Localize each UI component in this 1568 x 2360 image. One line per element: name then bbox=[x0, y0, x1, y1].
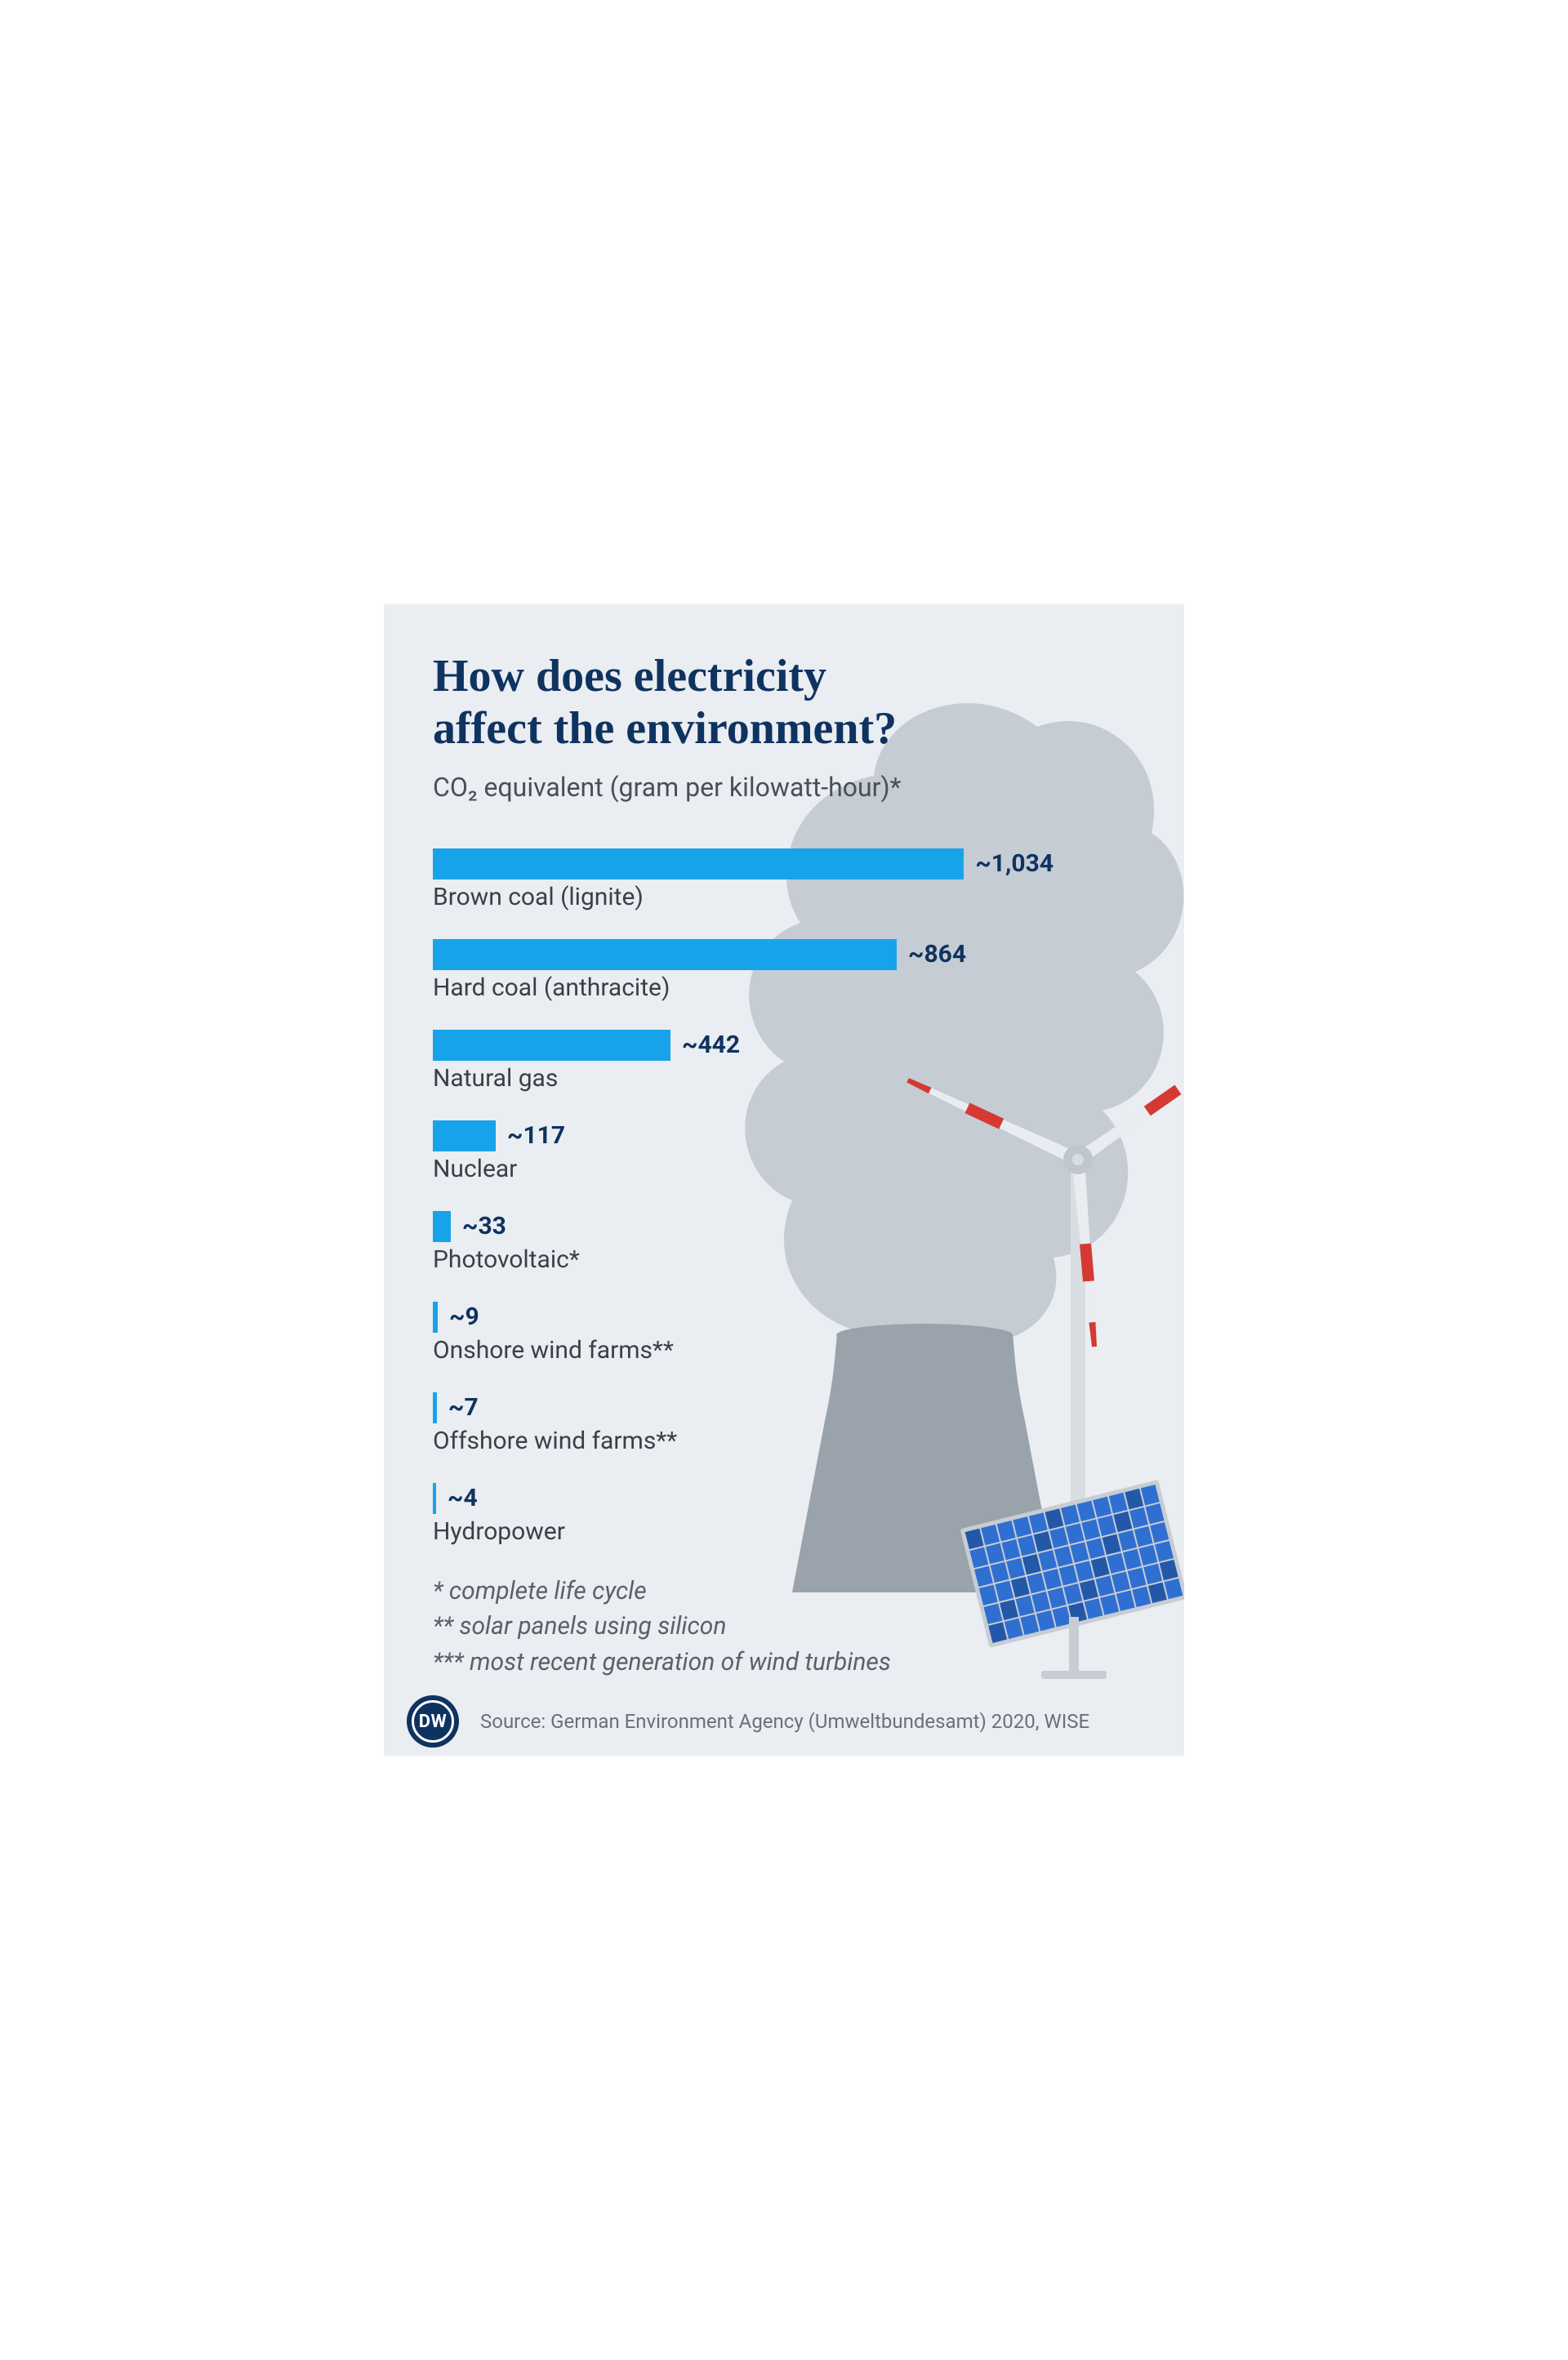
bar-chart: ~1,034 Brown coal (lignite) ~864 Hard co… bbox=[433, 848, 1054, 1546]
source-text: Source: German Environment Agency (Umwel… bbox=[480, 1710, 1089, 1733]
footnote-line: *** most recent generation of wind turbi… bbox=[433, 1645, 1135, 1681]
chart-subtitle: CO₂ equivalent (gram per kilowatt-hour)* bbox=[433, 772, 1135, 803]
bar bbox=[433, 1483, 436, 1514]
bar-value: ~864 bbox=[908, 940, 966, 968]
bar-label: Offshore wind farms** bbox=[433, 1427, 1054, 1455]
dw-logo-text: DW bbox=[412, 1700, 454, 1743]
bar-row: ~7 Offshore wind farms** bbox=[433, 1392, 1054, 1455]
dw-logo: DW bbox=[407, 1695, 459, 1748]
footnotes: * complete life cycle** solar panels usi… bbox=[433, 1574, 1135, 1681]
bar-row: ~9 Onshore wind farms** bbox=[433, 1302, 1054, 1365]
bar bbox=[433, 848, 964, 879]
bar-label: Nuclear bbox=[433, 1155, 1054, 1183]
footnote-line: * complete life cycle bbox=[433, 1574, 1135, 1610]
bar-row: ~864 Hard coal (anthracite) bbox=[433, 939, 1054, 1002]
bar-value: ~4 bbox=[448, 1484, 478, 1512]
bar-value: ~1,034 bbox=[975, 849, 1054, 878]
infographic-root: How does electricityaffect the environme… bbox=[0, 0, 1568, 2360]
bar-value: ~7 bbox=[448, 1393, 479, 1422]
bar-row: ~442 Natural gas bbox=[433, 1030, 1054, 1093]
bar-label: Hydropower bbox=[433, 1517, 1054, 1546]
bar-row: ~33 Photovoltaic* bbox=[433, 1211, 1054, 1274]
bar bbox=[433, 1120, 496, 1151]
bar bbox=[433, 1392, 437, 1423]
bar bbox=[433, 939, 897, 970]
footnote-line: ** solar panels using silicon bbox=[433, 1609, 1135, 1645]
bar bbox=[433, 1302, 438, 1333]
bar-label: Onshore wind farms** bbox=[433, 1336, 1054, 1365]
bar-row: ~117 Nuclear bbox=[433, 1120, 1054, 1183]
bar-label: Photovoltaic* bbox=[433, 1245, 1054, 1274]
bar-row: ~1,034 Brown coal (lignite) bbox=[433, 848, 1054, 911]
bar bbox=[433, 1211, 451, 1242]
bar-value: ~442 bbox=[682, 1031, 740, 1059]
bar-value: ~33 bbox=[462, 1212, 506, 1240]
bar bbox=[433, 1030, 670, 1061]
card: How does electricityaffect the environme… bbox=[384, 604, 1184, 1756]
bar-row: ~4 Hydropower bbox=[433, 1483, 1054, 1546]
source-row: DW Source: German Environment Agency (Um… bbox=[384, 1687, 1184, 1756]
chart-title: How does electricityaffect the environme… bbox=[433, 650, 1135, 755]
bar-label: Hard coal (anthracite) bbox=[433, 973, 1054, 1002]
bar-value: ~117 bbox=[507, 1121, 565, 1150]
bar-value: ~9 bbox=[449, 1302, 479, 1331]
bar-label: Brown coal (lignite) bbox=[433, 883, 1054, 911]
bar-label: Natural gas bbox=[433, 1064, 1054, 1093]
